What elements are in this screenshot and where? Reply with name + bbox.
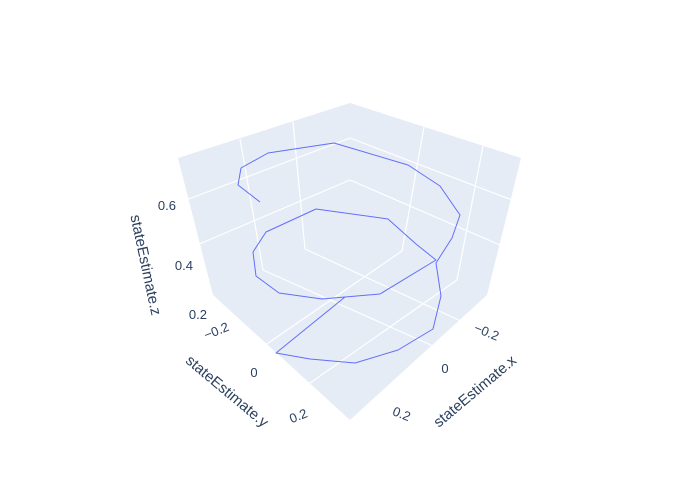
z-tick-label: 0.6	[158, 198, 176, 213]
scene-gridlines	[185, 121, 513, 391]
scene-floor-plane	[213, 225, 487, 420]
y-tick-label: −0.2	[202, 319, 231, 343]
scene-back-right-wall	[350, 103, 521, 295]
scene-back-left-wall	[178, 103, 350, 295]
x-tick-label: −0.2	[472, 320, 501, 344]
x-tick-label: 0	[441, 361, 448, 376]
x-tick-label: 0.2	[390, 403, 412, 424]
z-tick-label: 0.4	[175, 258, 193, 273]
y-tick-label: 0.2	[287, 405, 309, 426]
z-axis-title: stateEstimate.z	[126, 213, 164, 317]
trajectory-line	[237, 142, 461, 364]
y-axis-title: stateEstimate.y	[182, 352, 272, 431]
y-tick-label: 0	[250, 365, 257, 380]
z-tick-label: 0.2	[189, 307, 207, 322]
